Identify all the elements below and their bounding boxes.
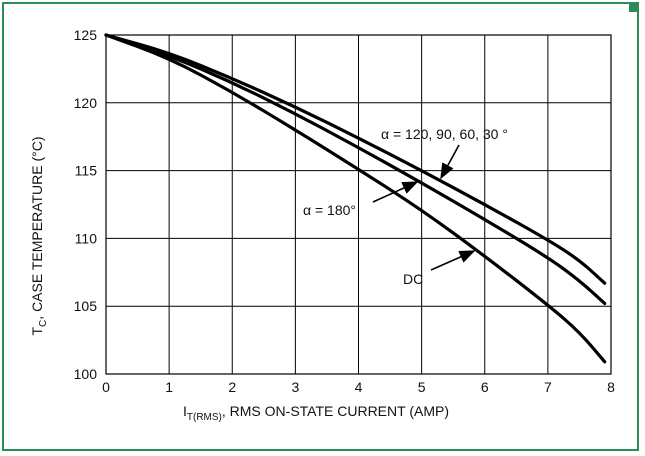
annotation-alpha-120-label: α = 120, 90, 60, 30 ° (381, 126, 508, 142)
series-line-0 (104, 33, 607, 285)
x-tick-label: 0 (102, 379, 110, 395)
annotation-alpha-180-label: α = 180° (303, 202, 356, 218)
y-axis-label: TC, CASE TEMPERATURE (°C) (29, 136, 49, 335)
x-tick-label: 8 (607, 379, 615, 395)
series-line-1 (104, 33, 607, 306)
x-tick-label: 6 (481, 379, 489, 395)
series-line-2 (104, 33, 607, 364)
corner-mark (629, 4, 637, 12)
annotation-alpha-120-arrow (440, 144, 460, 180)
y-tick-label: 110 (75, 230, 98, 246)
annotations: α = 120, 90, 60, 30 ° α = 180° DC (303, 126, 508, 287)
x-tick-label: 2 (228, 379, 236, 395)
plot-border (105, 34, 612, 375)
y-tick-labels: 100 105 110 115 120 125 (74, 27, 98, 382)
series-lines (104, 33, 607, 364)
x-tick-label: 4 (355, 379, 363, 395)
x-tick-label: 3 (291, 379, 299, 395)
y-tick-label: 105 (74, 298, 98, 314)
y-tick-label: 115 (75, 163, 98, 179)
annotation-dc-label: DC (403, 271, 423, 287)
annotation-dc-arrow (430, 250, 476, 271)
annotation-alpha-180-arrow (372, 181, 419, 203)
grid (105, 34, 612, 375)
x-tick-label: 1 (165, 379, 173, 395)
x-tick-label: 7 (544, 379, 552, 395)
chart-frame (2, 2, 639, 451)
y-tick-label: 100 (74, 366, 98, 382)
x-axis-label: IT(RMS), RMS ON-STATE CURRENT (AMP) (183, 403, 449, 423)
y-tick-label: 125 (74, 27, 98, 43)
x-tick-labels: 0 1 2 3 4 5 6 7 8 (102, 379, 615, 395)
x-tick-label: 5 (418, 379, 426, 395)
y-tick-label: 120 (74, 95, 98, 111)
